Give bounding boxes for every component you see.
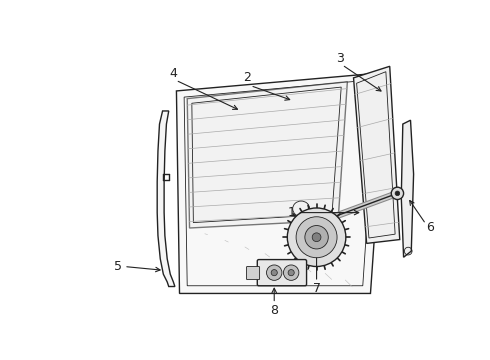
- Polygon shape: [176, 72, 386, 293]
- Text: 3: 3: [336, 52, 343, 65]
- Text: 5: 5: [114, 260, 122, 273]
- Polygon shape: [354, 66, 400, 243]
- Circle shape: [312, 233, 321, 242]
- Circle shape: [391, 187, 404, 199]
- Circle shape: [288, 270, 294, 276]
- Circle shape: [395, 191, 400, 195]
- FancyBboxPatch shape: [246, 266, 260, 280]
- Text: 7: 7: [313, 282, 320, 294]
- Text: 1: 1: [288, 206, 296, 219]
- Text: 4: 4: [170, 67, 177, 81]
- Text: 8: 8: [270, 304, 278, 317]
- Circle shape: [296, 217, 337, 258]
- Circle shape: [305, 225, 328, 249]
- Polygon shape: [187, 82, 347, 228]
- Circle shape: [267, 265, 282, 280]
- Text: 6: 6: [427, 221, 435, 234]
- Text: 2: 2: [244, 71, 251, 84]
- Polygon shape: [401, 120, 414, 257]
- Polygon shape: [157, 111, 175, 287]
- Circle shape: [271, 270, 277, 276]
- FancyBboxPatch shape: [257, 260, 307, 286]
- Circle shape: [283, 265, 299, 280]
- Circle shape: [287, 208, 346, 266]
